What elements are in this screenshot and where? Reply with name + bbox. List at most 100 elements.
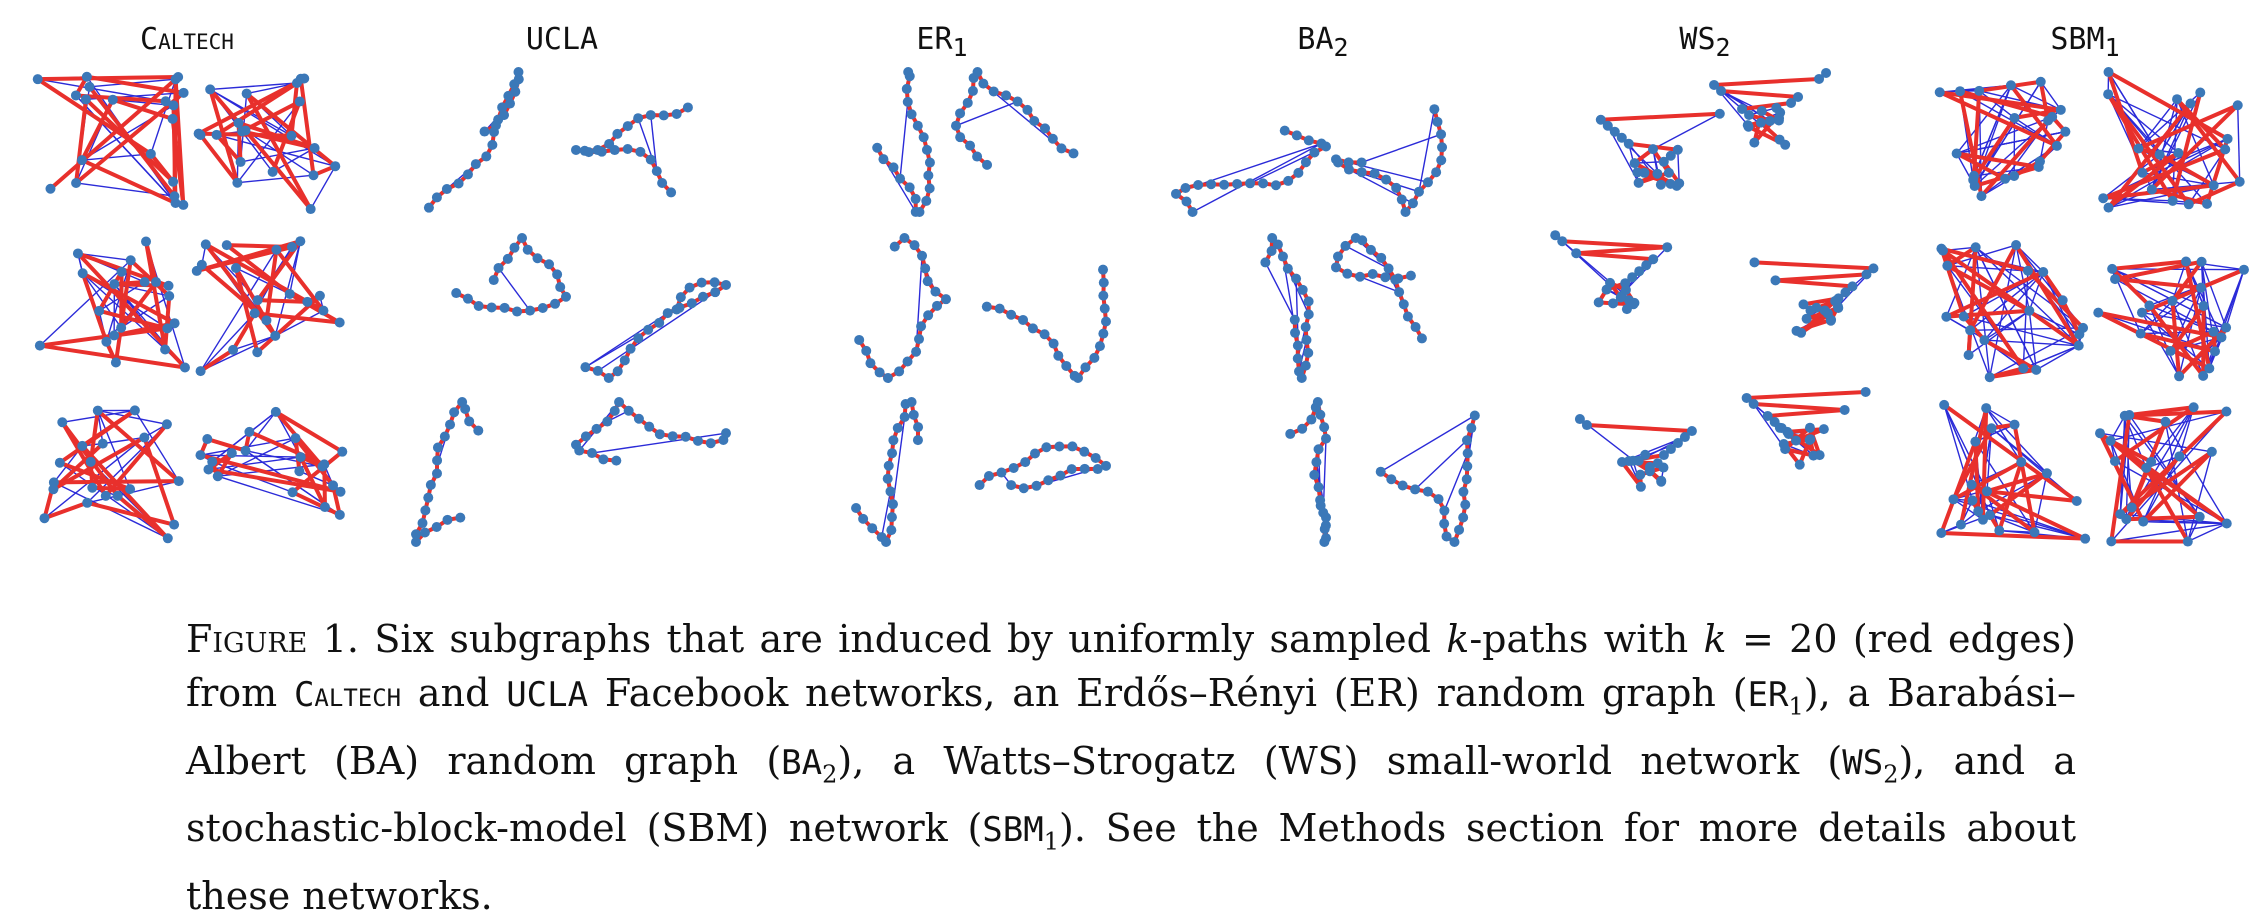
graph-node <box>620 355 630 365</box>
graph-node <box>1715 109 1725 119</box>
graph-node <box>1049 339 1059 349</box>
graph-node <box>2184 199 2194 209</box>
graph-node <box>1041 442 1051 452</box>
graph-node <box>268 167 278 177</box>
graph-node <box>1099 278 1109 288</box>
graph-node <box>1952 149 1962 159</box>
graph-node <box>2006 80 2016 90</box>
graph-node <box>1258 178 1268 188</box>
graph-node <box>423 493 433 503</box>
graph-node <box>494 263 504 273</box>
graph-node <box>2167 296 2177 306</box>
blue-edge <box>1415 440 1467 489</box>
graph-node <box>109 330 119 340</box>
graph-node <box>1314 482 1324 492</box>
graph-node <box>1979 335 1989 345</box>
graph-node <box>2147 184 2157 194</box>
graph-node <box>1411 322 1421 332</box>
graph-node <box>1458 487 1468 497</box>
graph-node <box>2209 327 2219 337</box>
graph-node <box>163 533 173 543</box>
graph-node <box>2173 148 2183 158</box>
graph-node <box>171 74 181 84</box>
graph-node <box>205 84 215 94</box>
graph-node <box>320 502 330 512</box>
graph-node <box>270 331 280 341</box>
graph-node <box>1394 287 1404 297</box>
subgraph-grid <box>0 0 2268 560</box>
graph-node <box>1290 315 1300 325</box>
red-path-edge <box>1742 103 1791 109</box>
graph-node <box>101 491 111 501</box>
graph-node <box>1756 118 1766 128</box>
graph-node <box>1280 126 1290 136</box>
graph-node <box>2181 257 2191 267</box>
graph-node <box>330 161 340 171</box>
graph-node <box>1687 426 1697 436</box>
graph-node <box>1048 134 1058 144</box>
graph-node <box>1439 506 1449 516</box>
graph-node <box>1423 177 1433 187</box>
graph-node <box>1470 411 1480 421</box>
graph-node <box>914 334 924 344</box>
column-title-ucla: UCLA <box>402 22 722 62</box>
graph-node <box>195 450 205 460</box>
graph-node <box>236 157 246 167</box>
graph-node <box>884 461 894 471</box>
graph-node <box>2223 134 2233 144</box>
graph-node <box>473 426 483 436</box>
graph-node <box>1636 482 1646 492</box>
graph-node <box>1333 252 1343 262</box>
graph-node <box>1079 447 1089 457</box>
graph-node <box>916 321 926 331</box>
graph-node <box>487 302 497 312</box>
graph-node <box>907 109 917 119</box>
graph-node <box>571 145 581 155</box>
column-title-ba2: BA2 <box>1163 22 1483 62</box>
graph-node <box>889 162 899 172</box>
graph-node <box>644 422 654 432</box>
graph-node <box>2222 519 2232 529</box>
graph-node <box>2186 99 2196 109</box>
graph-node <box>1656 477 1666 487</box>
graph-node <box>2011 240 2021 250</box>
graph-node <box>1429 104 1439 114</box>
graph-node <box>1313 397 1323 407</box>
graph-node <box>2095 428 2105 438</box>
graph-node <box>913 422 923 432</box>
graph-node <box>1020 457 1030 467</box>
graph-node <box>1267 233 1277 243</box>
blue-edge <box>237 175 313 183</box>
subgraph-panel <box>1596 109 1725 191</box>
graph-node <box>1022 105 1032 115</box>
graph-node <box>1009 463 1019 473</box>
graph-node <box>561 292 571 302</box>
graph-node <box>1938 246 1948 256</box>
graph-node <box>851 503 861 513</box>
graph-node <box>168 114 178 124</box>
graph-node <box>2106 436 2116 446</box>
graph-node <box>2199 301 2209 311</box>
graph-node <box>480 127 490 137</box>
graph-node <box>310 143 320 153</box>
red-path-edge <box>1754 404 1845 410</box>
graph-node <box>643 325 653 335</box>
graph-node <box>1370 168 1380 178</box>
graph-node <box>271 245 281 255</box>
red-path-edge <box>2126 517 2199 519</box>
graph-node <box>698 292 708 302</box>
graph-node <box>302 297 312 307</box>
graph-node <box>1098 291 1108 301</box>
graph-node <box>2029 527 2039 537</box>
graph-node <box>271 407 281 417</box>
graph-node <box>2043 115 2053 125</box>
red-path-edge <box>1775 274 1866 280</box>
graph-node <box>426 480 436 490</box>
graph-node <box>1283 176 1293 186</box>
graph-node <box>2136 329 2146 339</box>
graph-node <box>93 406 103 416</box>
graph-node <box>1331 262 1341 272</box>
graph-node <box>1596 115 1606 125</box>
graph-node <box>1271 180 1281 190</box>
graph-node <box>614 397 624 407</box>
